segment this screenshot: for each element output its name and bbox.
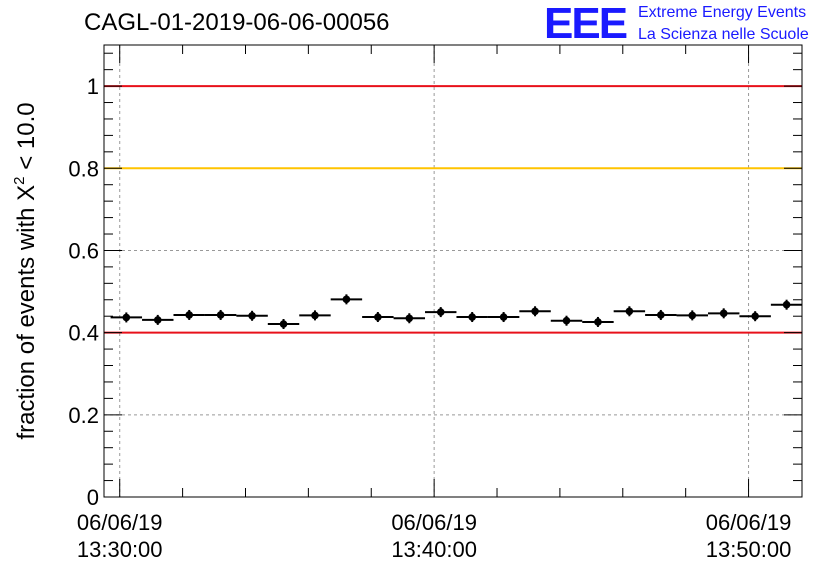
data-point bbox=[405, 314, 414, 323]
data-point bbox=[688, 311, 697, 320]
data-point bbox=[216, 311, 225, 319]
data-point bbox=[248, 311, 256, 320]
data-point bbox=[122, 313, 131, 322]
data-point bbox=[719, 309, 728, 318]
eee-logo-mark: EEE bbox=[544, 0, 628, 48]
y-tick-label: 0 bbox=[87, 485, 99, 510]
y-tick-label: 0.6 bbox=[68, 238, 99, 263]
y-axis-title-rest: < 10.0 bbox=[13, 102, 40, 176]
y-axis-title: fraction of events with X2 < 10.0 bbox=[11, 102, 40, 439]
y-tick-label: 0.8 bbox=[68, 156, 99, 181]
plot-frame bbox=[103, 44, 803, 498]
data-point bbox=[751, 312, 759, 321]
y-tick-label: 0.4 bbox=[68, 321, 99, 346]
data-point bbox=[625, 307, 634, 316]
y-axis-title-main: fraction of events with X bbox=[13, 185, 40, 440]
chart-title: CAGL-01-2019-06-06-00056 bbox=[84, 9, 390, 36]
logo-line-1: Extreme Energy Events bbox=[638, 4, 807, 21]
y-tick-label: 0.2 bbox=[68, 403, 99, 428]
data-point bbox=[311, 311, 319, 320]
y-axis-title-sup: 2 bbox=[11, 176, 28, 184]
x-tick-label-time: 13:30:00 bbox=[77, 537, 163, 562]
data-point bbox=[185, 311, 194, 319]
data-point bbox=[468, 313, 476, 321]
data-point bbox=[499, 313, 508, 321]
data-point bbox=[782, 300, 791, 309]
data-point bbox=[279, 320, 288, 328]
data-point bbox=[562, 316, 571, 325]
x-tick-label-time: 13:40:00 bbox=[391, 537, 477, 562]
data-point bbox=[657, 311, 665, 319]
y-tick-label: 1 bbox=[87, 74, 99, 99]
data-point bbox=[153, 316, 162, 324]
data-point bbox=[531, 307, 539, 316]
x-tick-label-date: 06/06/19 bbox=[391, 510, 477, 535]
x-tick-label-date: 06/06/19 bbox=[77, 510, 163, 535]
x-tick-label-date: 06/06/19 bbox=[706, 510, 792, 535]
x-tick-label-time: 13:50:00 bbox=[706, 537, 792, 562]
logo-line-2: La Scienza nelle Scuole bbox=[638, 26, 809, 43]
data-point bbox=[342, 295, 351, 304]
data-point bbox=[594, 318, 602, 326]
data-point bbox=[436, 308, 445, 316]
data-point bbox=[374, 313, 382, 321]
